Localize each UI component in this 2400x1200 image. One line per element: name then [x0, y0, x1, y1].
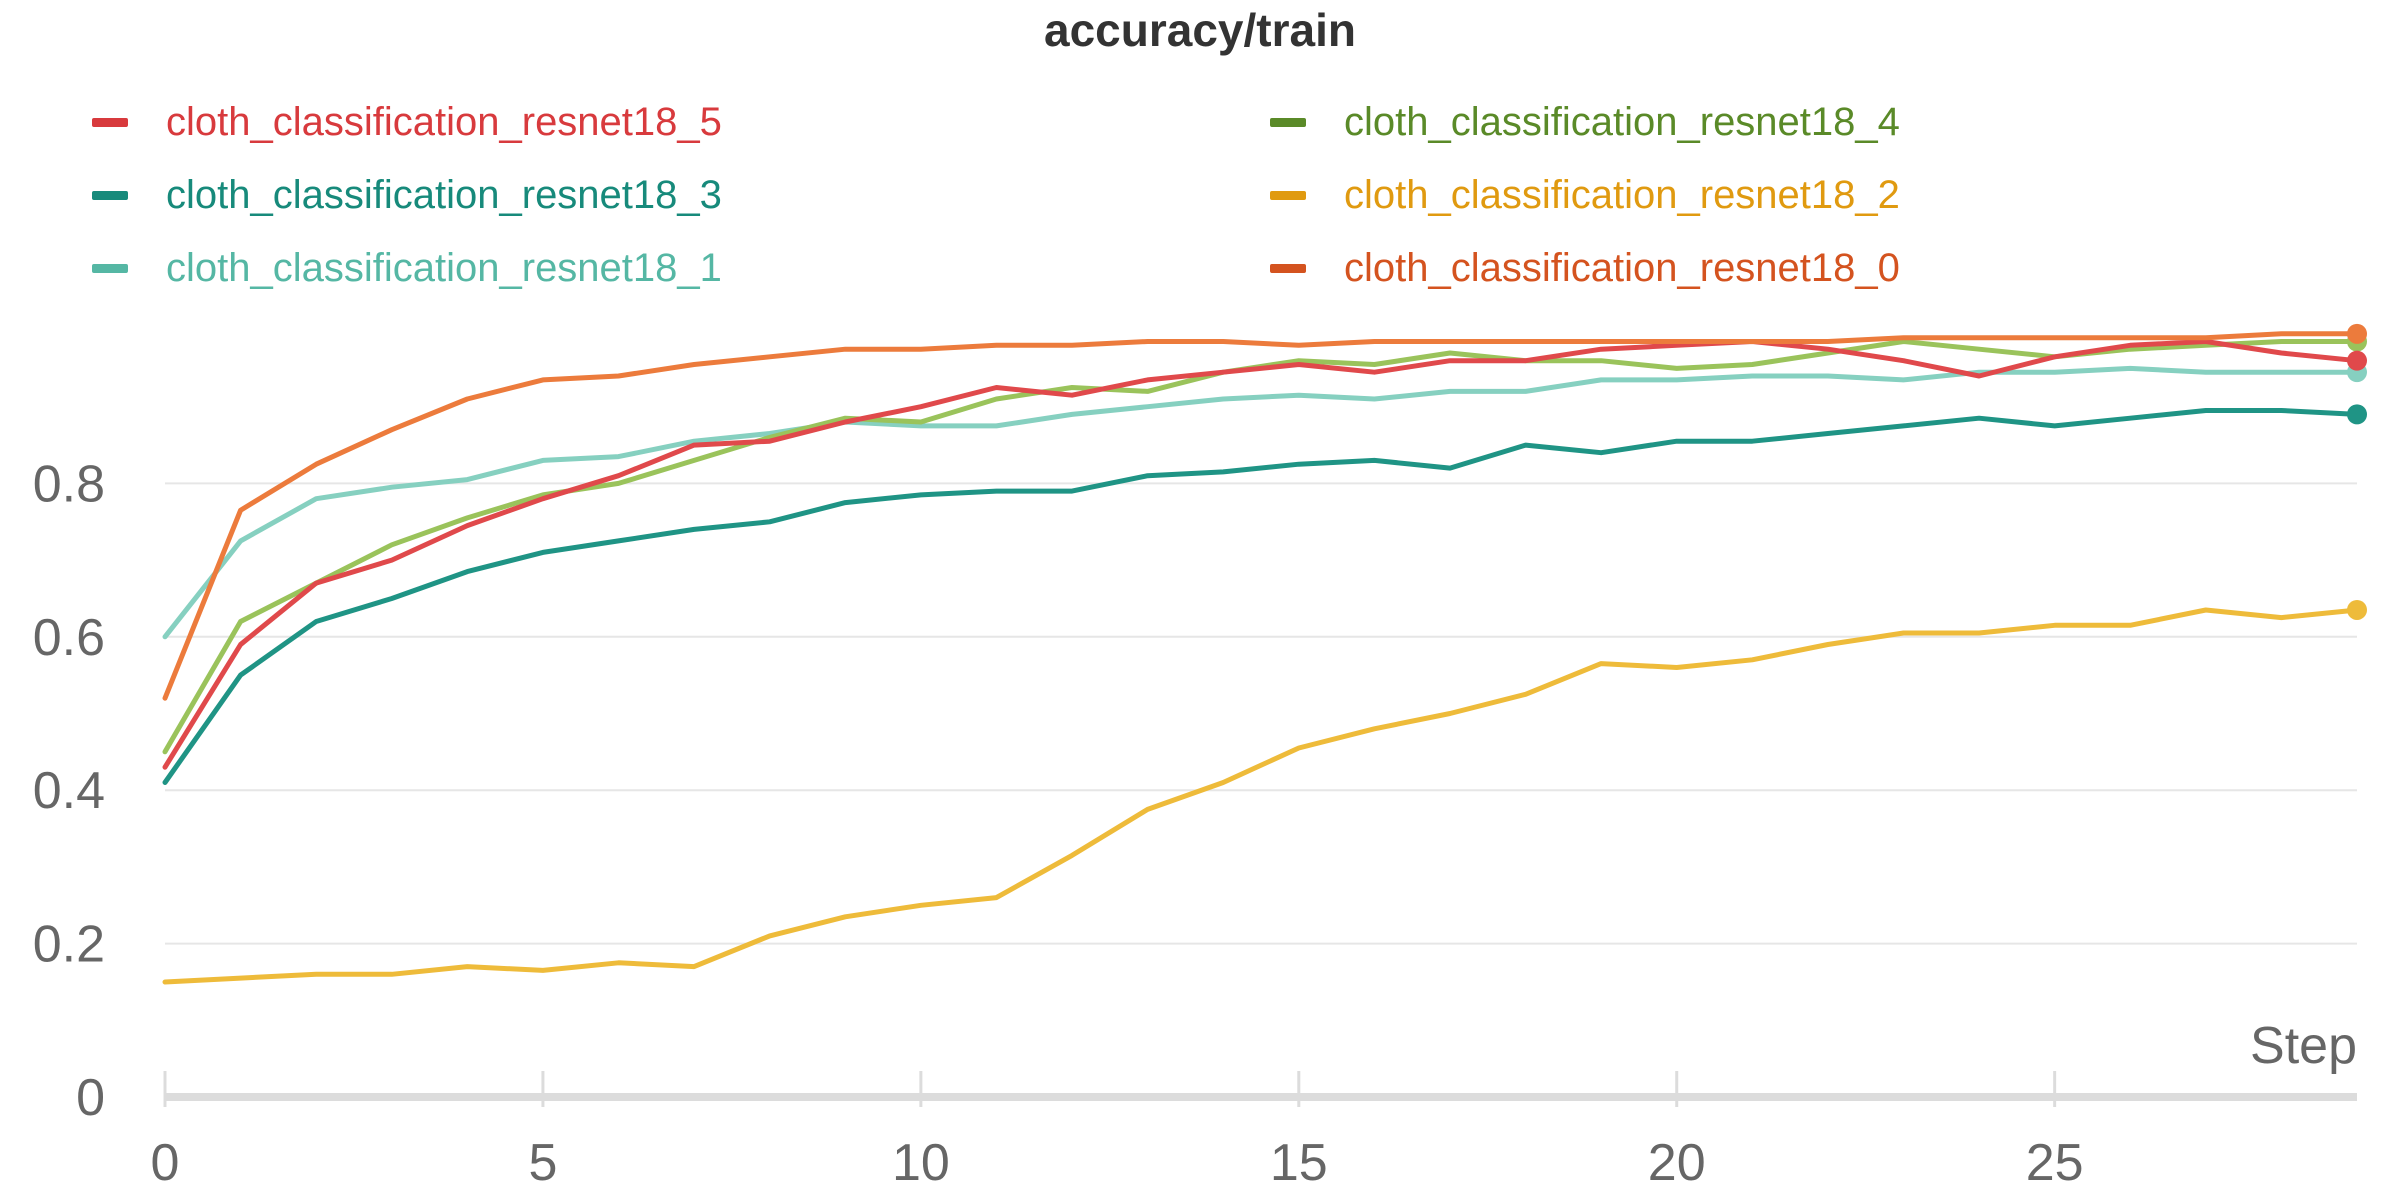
legend-item-resnet18-0[interactable]: cloth_classification_resnet18_0 [1270, 238, 1900, 298]
series-line-cloth_classification_resnet18_4 [162, 339, 2360, 755]
legend-label: cloth_classification_resnet18_4 [1344, 100, 1900, 144]
x-tick-label: 20 [1648, 1134, 1706, 1192]
series-end-marker-cloth_classification_resnet18_2 [2347, 599, 2367, 620]
x-tick-label: 5 [528, 1134, 557, 1192]
label-layer: 0 0.2 0.4 0.6 0.8 0 5 10 15 20 25 Step [33, 455, 2357, 1192]
x-tick-label: 15 [1270, 1134, 1328, 1192]
legend-swatch [92, 263, 128, 273]
x-tick-label: 0 [151, 1134, 180, 1192]
y-tick-label: 0.4 [33, 762, 105, 820]
legend-item-resnet18-4[interactable]: cloth_classification_resnet18_4 [1270, 92, 1900, 152]
legend-swatch [1270, 190, 1306, 200]
legend-item-resnet18-2[interactable]: cloth_classification_resnet18_2 [1270, 165, 1900, 225]
legend-swatch [1270, 263, 1306, 273]
x-tick-label: 25 [2026, 1134, 2084, 1192]
series-line-cloth_classification_resnet18_2 [162, 607, 2360, 985]
legend: cloth_classification_resnet18_5 cloth_cl… [0, 0, 2400, 300]
y-tick-label: 0.8 [33, 455, 105, 513]
legend-label: cloth_classification_resnet18_2 [1344, 173, 1900, 217]
series-line-cloth_classification_resnet18_5 [162, 339, 2360, 770]
legend-item-resnet18-5[interactable]: cloth_classification_resnet18_5 [92, 92, 722, 152]
legend-item-resnet18-3[interactable]: cloth_classification_resnet18_3 [92, 165, 722, 225]
series-end-marker-cloth_classification_resnet18_5 [2347, 350, 2367, 371]
y-tick-label: 0.6 [33, 609, 105, 667]
legend-swatch [1270, 117, 1306, 127]
legend-label: cloth_classification_resnet18_3 [166, 173, 722, 217]
legend-swatch [92, 190, 128, 200]
marker-layer [2347, 323, 2367, 620]
y-tick-label: 0 [76, 1069, 105, 1127]
series-line-cloth_classification_resnet18_3 [162, 408, 2360, 785]
series-line-cloth_classification_resnet18_1 [162, 365, 2360, 640]
y-tick-label: 0.2 [33, 916, 105, 974]
series-line-cloth_classification_resnet18_0 [162, 331, 2360, 701]
legend-item-resnet18-1[interactable]: cloth_classification_resnet18_1 [92, 238, 722, 298]
legend-label: cloth_classification_resnet18_5 [166, 100, 722, 144]
axis-layer [163, 1071, 2357, 1107]
legend-label: cloth_classification_resnet18_0 [1344, 246, 1900, 290]
legend-label: cloth_classification_resnet18_1 [166, 246, 722, 290]
x-axis-label: Step [2250, 1017, 2357, 1075]
grid-layer [165, 482, 2357, 945]
legend-swatch [92, 117, 128, 127]
series-layer [162, 331, 2360, 985]
series-end-marker-cloth_classification_resnet18_3 [2347, 404, 2367, 425]
x-tick-label: 10 [892, 1134, 950, 1192]
series-end-marker-cloth_classification_resnet18_0 [2347, 323, 2367, 344]
chart-title: accuracy/train [1044, 4, 1356, 56]
